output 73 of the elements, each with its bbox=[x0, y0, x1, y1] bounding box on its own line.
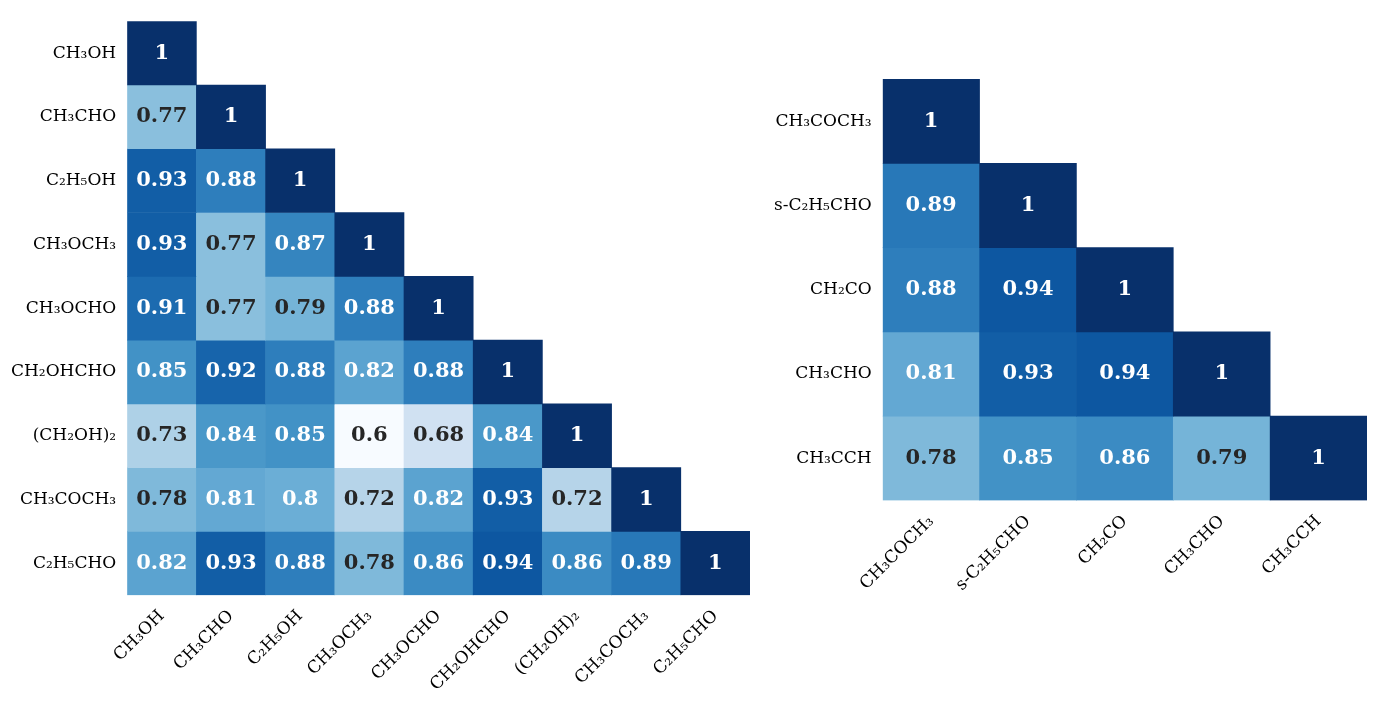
data-label: 0.89 bbox=[620, 548, 672, 574]
data-label: 1 bbox=[1117, 275, 1133, 301]
y-tick-label: CH₃CCH bbox=[796, 446, 872, 467]
data-label: 0.77 bbox=[136, 102, 188, 128]
data-label: 1 bbox=[638, 484, 654, 510]
data-label: 0.86 bbox=[413, 548, 465, 574]
y-tick-label: CH₂CO bbox=[810, 278, 872, 299]
data-label: 0.93 bbox=[136, 229, 188, 255]
data-label: 0.82 bbox=[136, 548, 188, 574]
y-tick-label: C₂H₅OH bbox=[45, 169, 117, 190]
y-tick-label: CH₃OCH₃ bbox=[32, 232, 117, 253]
data-label: 0.73 bbox=[136, 421, 188, 447]
data-label: 0.94 bbox=[482, 548, 534, 574]
y-tick-label: CH₃OH bbox=[52, 41, 117, 62]
data-label: 0.84 bbox=[205, 421, 257, 447]
data-label: 0.88 bbox=[905, 275, 957, 301]
data-label: 1 bbox=[154, 38, 170, 64]
data-label: 0.79 bbox=[1196, 443, 1248, 469]
y-tick-label: CH₃CHO bbox=[39, 105, 117, 126]
data-label: 1 bbox=[500, 357, 516, 383]
data-label: 1 bbox=[223, 102, 239, 128]
data-label: 0.85 bbox=[1002, 443, 1054, 469]
y-tick-label: CH₃OCHO bbox=[25, 296, 117, 317]
data-label: 0.85 bbox=[274, 421, 326, 447]
data-label: 0.93 bbox=[136, 166, 188, 192]
data-label: 1 bbox=[362, 229, 377, 255]
y-tick-label: CH₃COCH₃ bbox=[19, 487, 117, 508]
data-label: 0.93 bbox=[482, 484, 534, 510]
data-label: 0.82 bbox=[343, 357, 395, 383]
data-label: 1 bbox=[569, 421, 585, 447]
y-tick-label: CH₃COCH₃ bbox=[775, 109, 872, 130]
data-label: 0.78 bbox=[905, 443, 957, 469]
data-label: 0.81 bbox=[905, 359, 957, 385]
data-label: 1 bbox=[923, 106, 939, 132]
data-label: 0.84 bbox=[482, 421, 534, 447]
data-label: 0.88 bbox=[274, 357, 326, 383]
data-label: 0.88 bbox=[343, 293, 395, 319]
data-label: 0.85 bbox=[136, 357, 188, 383]
data-label: 0.82 bbox=[413, 484, 465, 510]
data-label: 1 bbox=[1020, 190, 1036, 216]
data-label: 0.86 bbox=[551, 548, 603, 574]
data-label: 1 bbox=[431, 293, 446, 319]
data-label: 0.86 bbox=[1099, 443, 1151, 469]
data-label: 0.94 bbox=[1002, 275, 1054, 301]
data-label: 1 bbox=[292, 166, 308, 192]
data-label: 0.78 bbox=[136, 484, 188, 510]
data-label: 0.92 bbox=[205, 357, 257, 383]
data-label: 0.88 bbox=[274, 548, 326, 574]
data-label: 1 bbox=[708, 548, 723, 574]
data-label: 1 bbox=[1214, 359, 1230, 385]
y-tick-label: (CH₂OH)₂ bbox=[32, 424, 117, 445]
data-label: 0.81 bbox=[205, 484, 257, 510]
data-label: 0.68 bbox=[413, 421, 465, 447]
data-label: 0.77 bbox=[205, 293, 257, 319]
data-label: 0.88 bbox=[413, 357, 465, 383]
data-label: 0.79 bbox=[274, 293, 326, 319]
data-label: 0.93 bbox=[1002, 359, 1054, 385]
data-label: 0.91 bbox=[136, 293, 188, 319]
y-tick-label: s-C₂H₅CHO bbox=[774, 193, 872, 214]
data-label: 0.8 bbox=[281, 484, 319, 510]
data-label: 0.72 bbox=[343, 484, 395, 510]
y-tick-label: CH₃CHO bbox=[795, 362, 872, 383]
data-label: 0.72 bbox=[551, 484, 603, 510]
data-label: 0.88 bbox=[205, 166, 257, 192]
data-label: 0.93 bbox=[205, 548, 257, 574]
data-label: 1 bbox=[1311, 443, 1326, 469]
data-label: 0.6 bbox=[351, 421, 388, 447]
data-label: 0.87 bbox=[274, 229, 326, 255]
data-label: 0.94 bbox=[1099, 359, 1151, 385]
data-label: 0.89 bbox=[905, 190, 957, 216]
data-label: 0.77 bbox=[205, 229, 257, 255]
y-tick-label: CH₂OHCHO bbox=[10, 360, 117, 381]
data-label: 0.78 bbox=[343, 548, 395, 574]
